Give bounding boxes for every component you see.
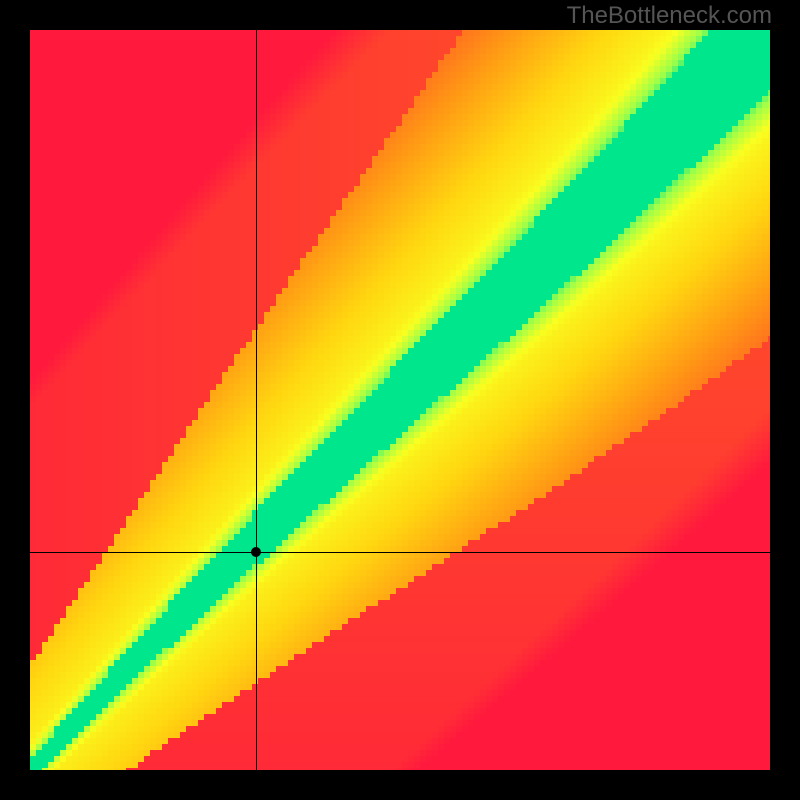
heatmap-plot xyxy=(30,30,770,770)
heatmap-canvas xyxy=(30,30,770,770)
crosshair-vertical xyxy=(256,30,257,770)
crosshair-horizontal xyxy=(30,552,770,553)
marker-dot xyxy=(251,547,261,557)
watermark-text: TheBottleneck.com xyxy=(567,2,772,30)
outer-frame: TheBottleneck.com xyxy=(0,0,800,800)
